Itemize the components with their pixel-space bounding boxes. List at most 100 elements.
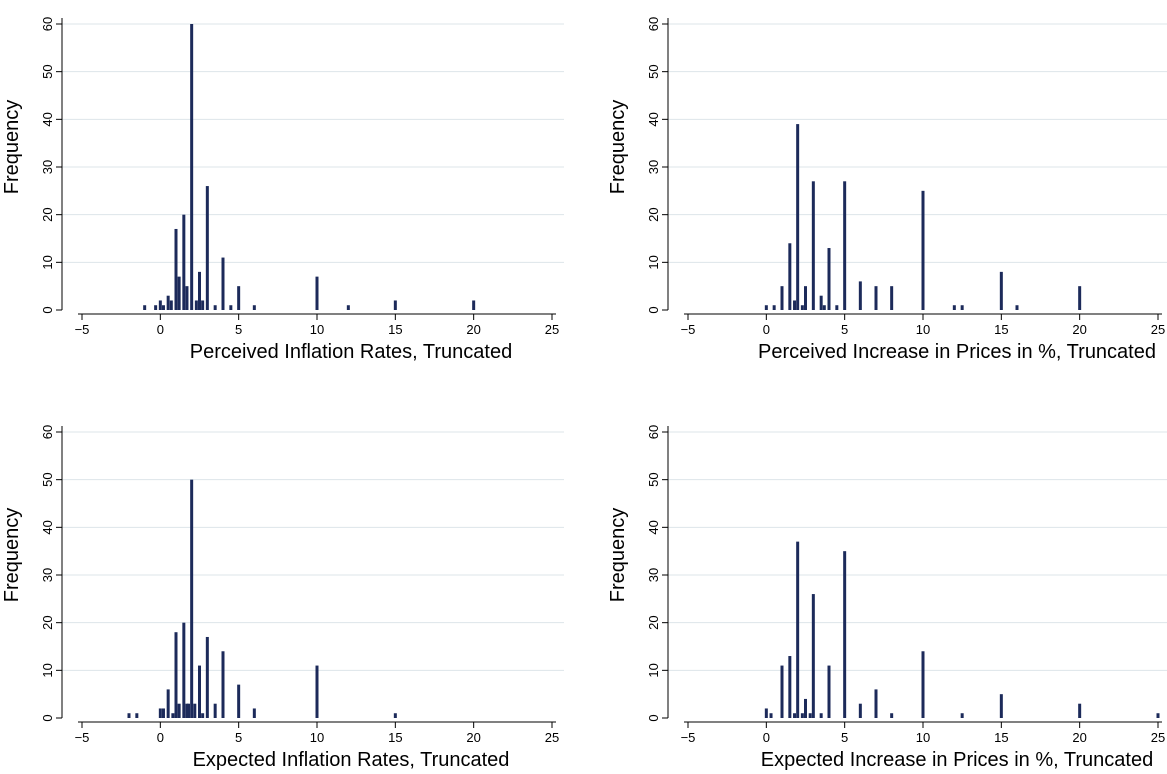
histogram-bar <box>843 181 847 310</box>
x-tick-label: −5 <box>75 322 90 337</box>
y-tick-label: 30 <box>646 160 661 174</box>
histogram-bar <box>161 305 165 310</box>
histogram-bar <box>1078 703 1082 718</box>
histogram-bar <box>346 305 350 310</box>
y-tick-label: 10 <box>40 255 55 269</box>
x-tick-label: 5 <box>235 730 242 745</box>
x-tick-label: 20 <box>1072 322 1086 337</box>
histogram-bar <box>221 651 225 718</box>
histogram-bar <box>213 703 217 718</box>
y-tick-label: 30 <box>40 568 55 582</box>
histogram-bar <box>800 305 804 310</box>
histogram-bar <box>315 665 319 718</box>
y-tick-label: 0 <box>646 714 661 721</box>
histogram-bar <box>827 665 831 718</box>
histogram-bar <box>764 305 768 310</box>
histogram-bar <box>237 684 241 718</box>
x-tick-label: 25 <box>1151 322 1165 337</box>
histogram-bar <box>229 305 233 310</box>
histogram-bar <box>143 305 147 310</box>
histogram-bar <box>780 665 784 718</box>
histogram-bar <box>793 713 797 718</box>
histogram-bar <box>221 257 225 310</box>
histogram-bar <box>135 713 139 718</box>
histogram-bar <box>169 300 173 310</box>
y-tick-label: 20 <box>646 207 661 221</box>
histogram-bar <box>960 305 964 310</box>
y-tick-label: 50 <box>646 472 661 486</box>
histogram-bar <box>161 708 165 718</box>
histogram-bar <box>772 305 776 310</box>
histogram-bar <box>800 713 804 718</box>
x-tick-label: 10 <box>916 730 930 745</box>
histogram-bar <box>793 300 797 310</box>
histogram-bar <box>201 300 205 310</box>
histogram-bar <box>252 708 256 718</box>
histogram-bar <box>804 698 807 718</box>
chart-panel-1: 0 10 20 30 40 50 60 −5 0 5 10 15 20 25 Perceived Infla… <box>1 17 564 363</box>
histogram-bar <box>166 689 170 718</box>
histogram-bar <box>174 228 178 310</box>
histogram-bar <box>158 300 162 310</box>
chart-panel-2: 0 10 20 30 40 50 60 −5 0 5 10 15 20 25 Perceived Incre… <box>607 17 1167 363</box>
histogram-bar <box>213 305 217 310</box>
histogram-bar <box>835 305 839 310</box>
x-tick-label: 0 <box>157 730 164 745</box>
x-axis-title: Perceived Increase in Prices in %, Trunc… <box>758 341 1156 363</box>
y-tick-label: 20 <box>40 207 55 221</box>
histogram-bar <box>827 248 831 310</box>
y-tick-label: 30 <box>646 568 661 582</box>
histogram-bar <box>788 243 792 310</box>
histogram-bar <box>194 300 198 310</box>
histogram-bar <box>177 276 181 310</box>
histogram-bar <box>819 713 823 718</box>
y-tick-label: 20 <box>646 615 661 629</box>
x-tick-label: 25 <box>545 730 559 745</box>
y-tick-label: 60 <box>646 17 661 31</box>
chart-panel-4: 0 10 20 30 40 50 60 −5 0 5 10 15 20 25 Expected Increa… <box>607 425 1167 771</box>
histogram-bar <box>796 124 800 310</box>
histogram-bar <box>858 703 862 718</box>
histogram-bar <box>166 295 170 310</box>
histogram-bar <box>198 271 201 310</box>
x-tick-label: 15 <box>994 730 1008 745</box>
x-tick-label: 20 <box>1072 730 1086 745</box>
histogram-bar <box>921 190 925 310</box>
x-tick-label: 5 <box>235 322 242 337</box>
y-tick-label: 40 <box>40 112 55 126</box>
histogram-bar <box>874 689 878 718</box>
x-tick-label: 15 <box>388 730 402 745</box>
x-tick-label: 10 <box>310 322 324 337</box>
histogram-bar <box>808 713 812 718</box>
x-tick-label: 5 <box>841 730 848 745</box>
chart-panel-3: 0 10 20 30 40 50 60 −5 0 5 10 15 20 25 Expected Inflat… <box>1 425 564 771</box>
y-tick-label: 50 <box>40 64 55 78</box>
histogram-bar <box>999 694 1003 718</box>
histogram-bar <box>315 276 319 310</box>
y-tick-label: 50 <box>646 64 661 78</box>
x-tick-label: 20 <box>466 322 480 337</box>
x-tick-label: 0 <box>763 730 770 745</box>
histogram-bar <box>187 703 191 718</box>
y-tick-label: 10 <box>646 255 661 269</box>
histogram-bar <box>843 551 847 718</box>
histogram-bar <box>874 286 878 310</box>
histogram-bar <box>182 622 186 718</box>
histogram-bar <box>780 286 784 310</box>
histogram-bar <box>1078 286 1082 310</box>
y-axis-title: Frequency <box>1 508 23 603</box>
histogram-bar <box>811 594 815 718</box>
histogram-bar <box>252 305 256 310</box>
histogram-bar <box>822 305 826 310</box>
histogram-bar <box>764 708 768 718</box>
histogram-bar <box>858 281 862 310</box>
histogram-bar <box>190 24 194 310</box>
y-tick-label: 60 <box>40 425 55 439</box>
histogram-bar <box>158 708 162 718</box>
histogram-bar <box>788 656 792 718</box>
y-tick-label: 0 <box>40 714 55 721</box>
histogram-bar <box>171 713 175 718</box>
histogram-bar <box>999 271 1003 310</box>
histogram-bar <box>1156 713 1160 718</box>
